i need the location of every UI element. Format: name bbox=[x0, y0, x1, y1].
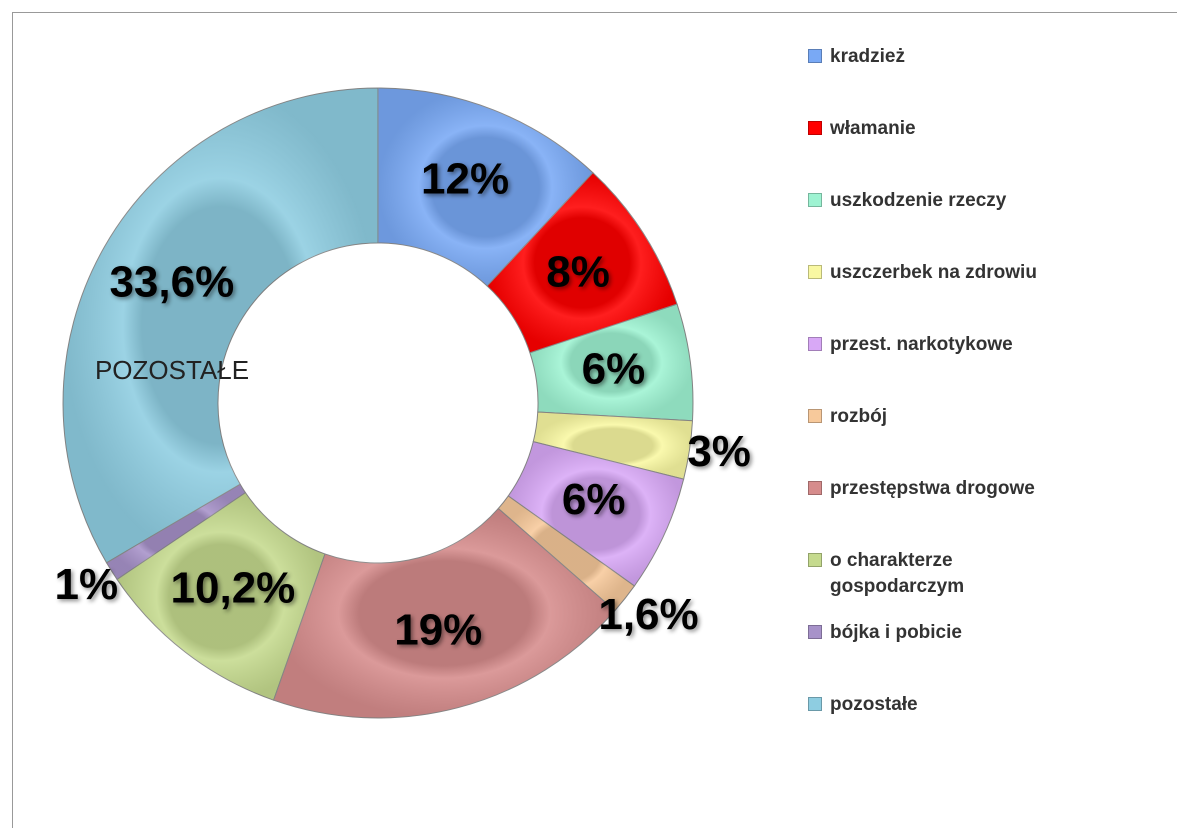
data-label: 6% bbox=[582, 345, 646, 394]
legend-item: przest. narkotykowe bbox=[808, 332, 1080, 358]
data-label: 1% bbox=[54, 560, 118, 609]
legend-swatch bbox=[808, 481, 822, 495]
legend-item: bójka i pobicie bbox=[808, 620, 1080, 646]
legend-swatch bbox=[808, 121, 822, 135]
legend-swatch bbox=[808, 409, 822, 423]
legend-label: uszkodzenie rzeczy bbox=[830, 190, 1007, 211]
data-label: 12% bbox=[421, 155, 509, 204]
legend-item: uszkodzenie rzeczy bbox=[808, 188, 1080, 214]
legend-label: rozbój bbox=[830, 406, 887, 427]
data-label: 33,6% bbox=[109, 258, 234, 307]
data-label: 10,2% bbox=[171, 564, 296, 613]
legend-label: pozostałe bbox=[830, 694, 918, 715]
legend-label: bójka i pobicie bbox=[830, 622, 962, 643]
legend-item: pozostałe bbox=[808, 692, 1080, 718]
legend-item: o charakterze gospodarczym bbox=[808, 548, 1080, 600]
legend-item: rozbój bbox=[808, 404, 1080, 430]
legend-swatch bbox=[808, 265, 822, 279]
legend-item: uszczerbek na zdrowiu bbox=[808, 260, 1080, 286]
data-label: 19% bbox=[394, 605, 482, 654]
legend-swatch bbox=[808, 553, 822, 567]
legend-label: kradzież bbox=[830, 46, 905, 67]
legend-label: przestępstwa drogowe bbox=[830, 478, 1035, 499]
legend-item: włamanie bbox=[808, 116, 1080, 142]
chart-frame bbox=[12, 12, 1177, 828]
legend-label: włamanie bbox=[830, 118, 916, 139]
legend-item: kradzież bbox=[808, 44, 1080, 70]
legend-item: przestępstwa drogowe bbox=[808, 476, 1080, 502]
data-label: 8% bbox=[546, 248, 610, 297]
data-label: 6% bbox=[562, 475, 626, 524]
legend-swatch bbox=[808, 193, 822, 207]
data-label: 1,6% bbox=[598, 590, 698, 639]
legend-label: o charakterze gospodarczym bbox=[830, 550, 965, 597]
data-label: 3% bbox=[687, 427, 751, 476]
legend-swatch bbox=[808, 337, 822, 351]
legend-label: przest. narkotykowe bbox=[830, 334, 1013, 355]
legend-swatch bbox=[808, 625, 822, 639]
legend-swatch bbox=[808, 697, 822, 711]
legend-label: uszczerbek na zdrowiu bbox=[830, 262, 1037, 283]
annotation: POZOSTAŁE bbox=[95, 355, 249, 385]
legend-swatch bbox=[808, 49, 822, 63]
slice bbox=[62, 87, 379, 564]
